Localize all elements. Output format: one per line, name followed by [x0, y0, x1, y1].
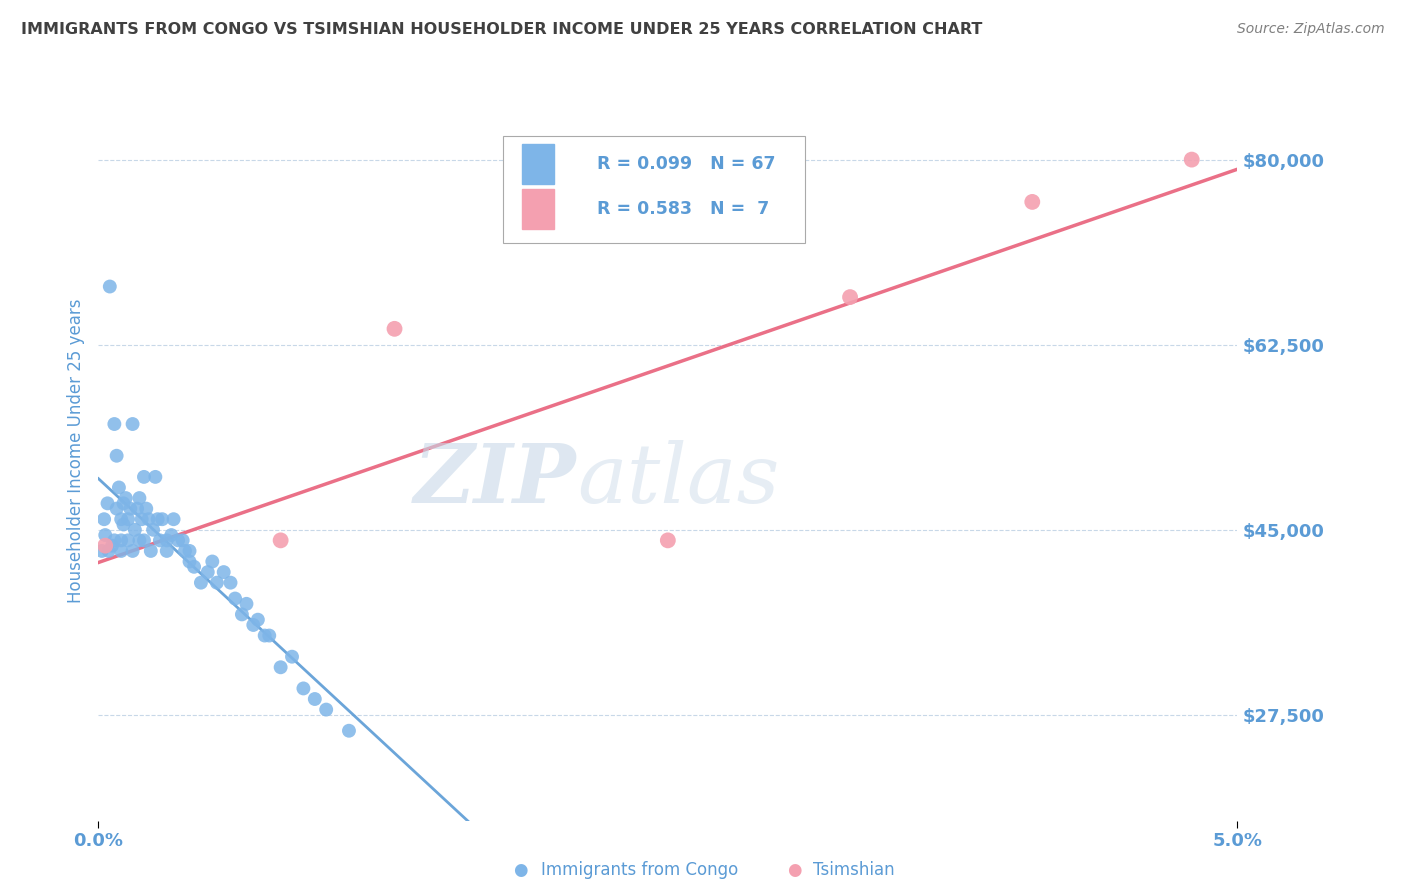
- Point: [105, 501, 128, 516]
- Point: [139, 544, 162, 558]
- Point: [132, 470, 155, 484]
- Point: [174, 544, 197, 558]
- Point: [197, 565, 219, 579]
- Text: IMMIGRANTS FROM CONGO VS TSIMSHIAN HOUSEHOLDER INCOME UNDER 25 YEARS CORRELATION: IMMIGRANTS FROM CONGO VS TSIMSHIAN HOUSE…: [21, 22, 983, 37]
- Point: [117, 512, 139, 526]
- Point: [337, 723, 360, 738]
- Point: [135, 501, 157, 516]
- Point: [110, 533, 132, 548]
- Point: [110, 544, 132, 558]
- Point: [292, 681, 315, 696]
- Text: ●: ●: [513, 861, 527, 879]
- Point: [131, 512, 153, 526]
- Point: [281, 649, 304, 664]
- Point: [120, 501, 142, 516]
- Point: [657, 533, 679, 548]
- Text: R = 0.583   N =  7: R = 0.583 N = 7: [598, 200, 769, 219]
- Point: [270, 533, 292, 548]
- Point: [124, 523, 146, 537]
- Point: [246, 613, 269, 627]
- Point: [112, 517, 135, 532]
- Text: ●: ●: [787, 861, 801, 879]
- Point: [235, 597, 257, 611]
- Point: [839, 290, 862, 304]
- Text: atlas: atlas: [576, 440, 779, 520]
- Point: [315, 703, 337, 717]
- Point: [183, 559, 205, 574]
- Text: R = 0.099   N = 67: R = 0.099 N = 67: [598, 155, 776, 173]
- Point: [97, 544, 120, 558]
- Point: [212, 565, 235, 579]
- Point: [103, 533, 125, 548]
- Point: [121, 417, 143, 431]
- Point: [384, 322, 406, 336]
- Point: [98, 279, 121, 293]
- Point: [253, 628, 276, 642]
- Y-axis label: Householder Income Under 25 years: Householder Income Under 25 years: [66, 298, 84, 603]
- Bar: [522, 144, 554, 185]
- Point: [150, 512, 173, 526]
- Point: [224, 591, 246, 606]
- Point: [142, 523, 165, 537]
- Point: [114, 491, 136, 505]
- Point: [160, 528, 183, 542]
- Point: [304, 692, 326, 706]
- FancyBboxPatch shape: [503, 136, 804, 244]
- Text: ZIP: ZIP: [415, 440, 576, 520]
- Point: [112, 496, 135, 510]
- Point: [1021, 194, 1043, 209]
- Point: [93, 512, 115, 526]
- Text: Source: ZipAtlas.com: Source: ZipAtlas.com: [1237, 22, 1385, 37]
- Point: [1181, 153, 1204, 167]
- Point: [145, 470, 167, 484]
- Point: [156, 544, 179, 558]
- Point: [190, 575, 212, 590]
- Point: [101, 539, 124, 553]
- Point: [259, 628, 281, 642]
- Point: [108, 481, 131, 495]
- Point: [128, 491, 150, 505]
- Point: [167, 533, 190, 548]
- Point: [90, 544, 112, 558]
- Point: [103, 417, 125, 431]
- Point: [138, 512, 160, 526]
- Point: [231, 607, 253, 622]
- Point: [117, 533, 139, 548]
- Point: [179, 544, 201, 558]
- Point: [94, 528, 117, 542]
- Point: [96, 496, 118, 510]
- Point: [162, 512, 184, 526]
- Text: Immigrants from Congo: Immigrants from Congo: [541, 861, 738, 879]
- Point: [242, 618, 264, 632]
- Bar: [522, 189, 554, 229]
- Point: [156, 533, 179, 548]
- Point: [132, 533, 155, 548]
- Point: [146, 512, 169, 526]
- Point: [94, 539, 117, 553]
- Text: Tsimshian: Tsimshian: [813, 861, 894, 879]
- Point: [149, 533, 172, 548]
- Point: [270, 660, 292, 674]
- Point: [205, 575, 228, 590]
- Point: [121, 544, 143, 558]
- Point: [128, 533, 150, 548]
- Point: [127, 501, 149, 516]
- Point: [105, 449, 128, 463]
- Point: [110, 512, 132, 526]
- Point: [201, 554, 224, 569]
- Point: [179, 554, 201, 569]
- Point: [172, 533, 194, 548]
- Point: [219, 575, 242, 590]
